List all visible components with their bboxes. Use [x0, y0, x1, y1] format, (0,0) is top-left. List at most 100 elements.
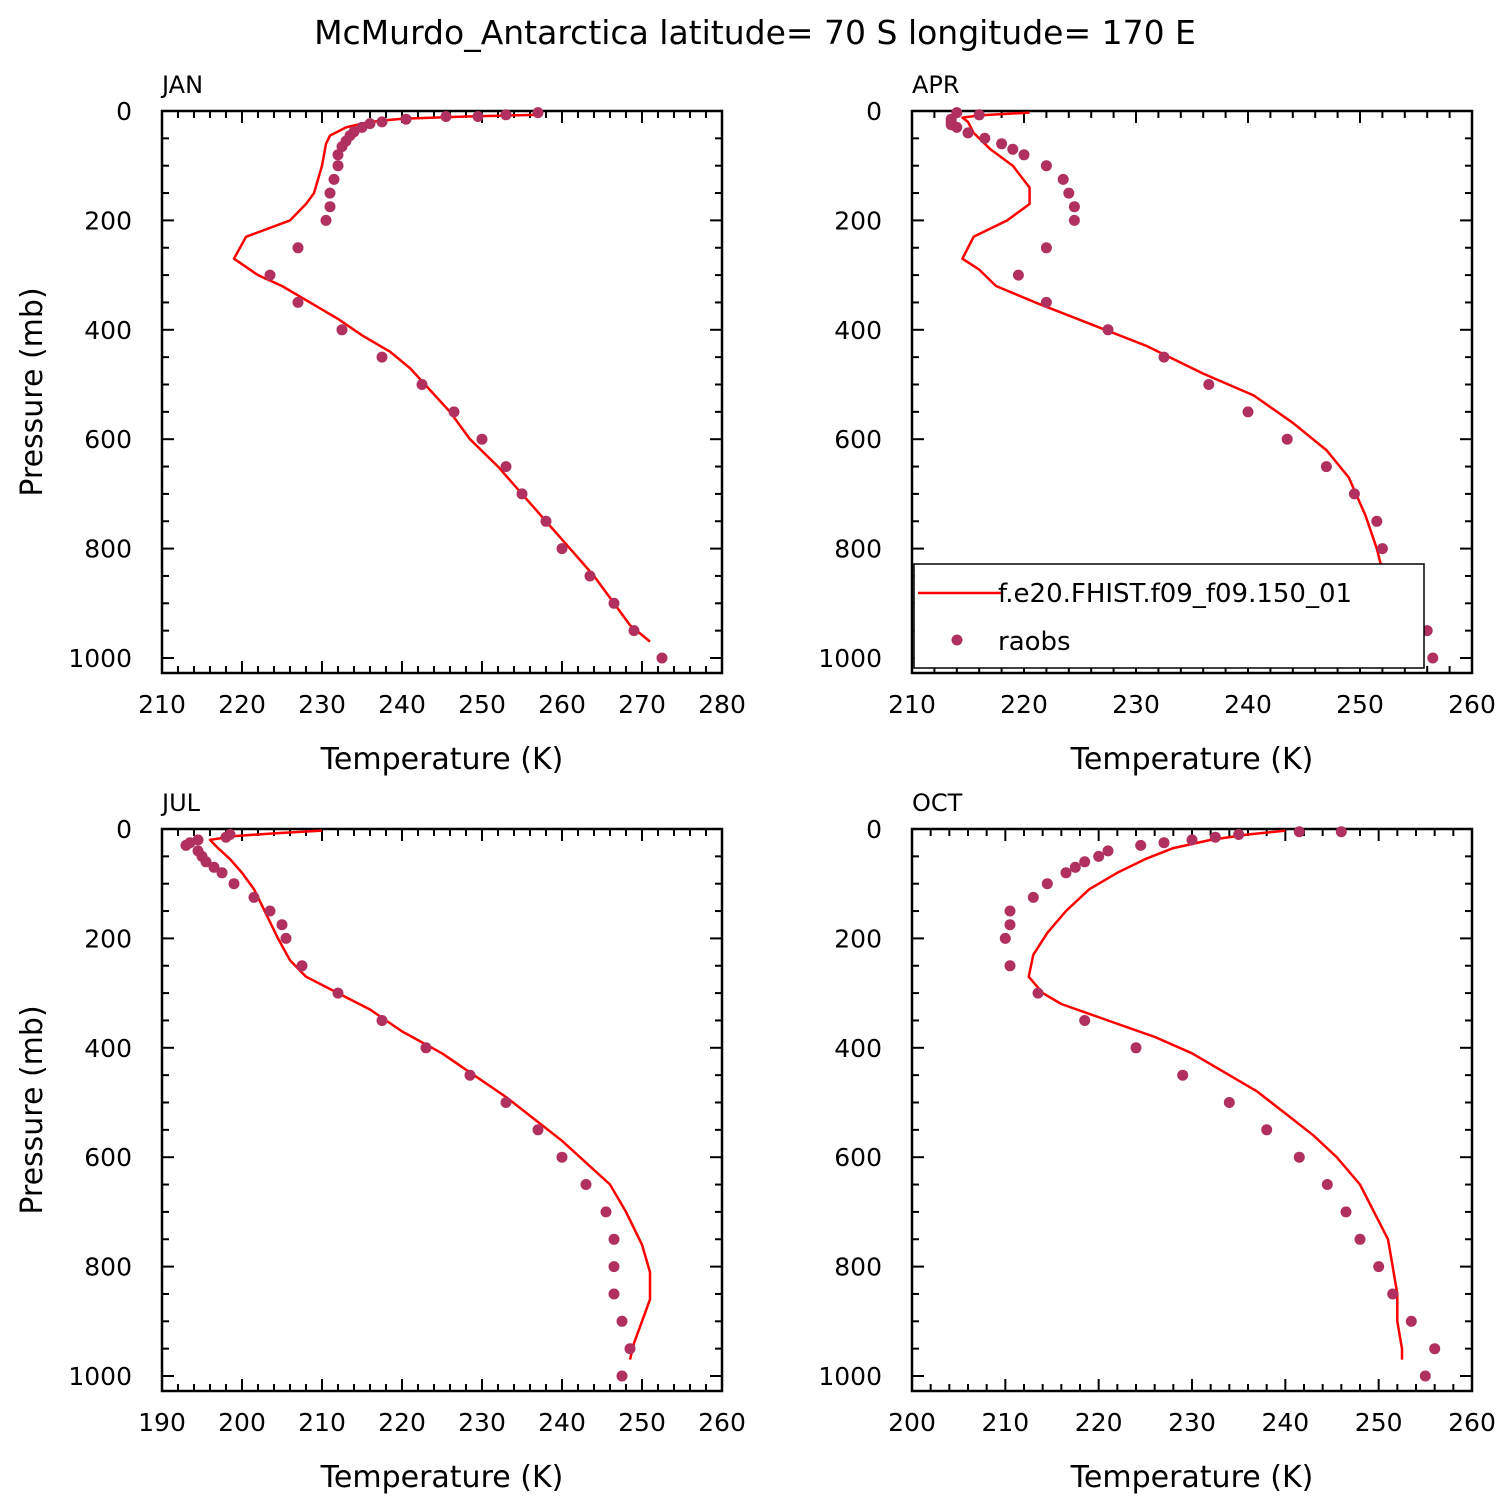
figure-title: McMurdo_Antarctica latitude= 70 S longit… [314, 13, 1196, 52]
panel-jan: JAN 210 220 230 240 250 260 270 280 0 200 400 600 800… [15, 71, 746, 777]
x-tick-label: 260 [698, 1408, 746, 1437]
panel-oct: OCT 200 210 220 230 240 250 260 0 200 400 600 800 100… [818, 789, 1495, 1495]
y-tick-label: 800 [834, 535, 882, 564]
raobs-point [1376, 543, 1388, 555]
raobs-point [616, 1370, 628, 1382]
raobs-point [556, 543, 568, 555]
raobs-point [556, 1151, 568, 1163]
legend-box [913, 563, 1425, 669]
x-tick-label: 280 [698, 690, 746, 719]
raobs-point [608, 597, 620, 609]
raobs-point [1335, 826, 1347, 838]
x-axis-title: Temperature (K) [320, 742, 564, 777]
raobs-point [332, 160, 344, 172]
raobs-point [1242, 406, 1254, 418]
x-tick-label: 210 [888, 690, 936, 719]
raobs-point [180, 839, 192, 851]
raobs-point [1032, 987, 1044, 999]
model-profile-line [208, 829, 652, 1360]
raobs-point [1079, 856, 1091, 868]
raobs-point [1004, 905, 1016, 917]
raobs-point [1069, 861, 1081, 873]
raobs-point [264, 269, 276, 281]
x-tick-label: 220 [1000, 690, 1048, 719]
raobs-point [1293, 1151, 1305, 1163]
raobs-point [1354, 1233, 1366, 1245]
raobs-point [248, 891, 260, 903]
raobs-point [1102, 324, 1114, 336]
raobs-point [628, 625, 640, 637]
y-axis-title: Pressure (mb) [15, 287, 50, 496]
raobs-point [500, 1097, 512, 1108]
raobs-point [1348, 488, 1360, 500]
raobs-point [1223, 1097, 1235, 1108]
y-tick-label: 1000 [818, 644, 882, 673]
raobs-point [216, 867, 228, 879]
y-tick-label: 400 [84, 316, 132, 345]
raobs-point [1320, 461, 1332, 473]
raobs-point [208, 861, 220, 873]
x-axis-title: Temperature (K) [320, 1460, 564, 1495]
plot-frame [910, 109, 1474, 675]
x-tick-label: 250 [458, 690, 506, 719]
raobs-point [324, 201, 336, 213]
x-tick-label: 230 [298, 690, 346, 719]
raobs-point [464, 1069, 476, 1081]
raobs-point [1060, 867, 1072, 879]
raobs-point [416, 379, 428, 390]
raobs-point [500, 461, 512, 473]
raobs-point [420, 1042, 432, 1054]
raobs-point [656, 652, 668, 664]
panel-jul: JUL 190 200 210 220 230 240 250 260 0 200 400 600 800… [15, 789, 746, 1495]
y-tick-label: 600 [834, 1143, 882, 1172]
y-tick-label: 600 [84, 1143, 132, 1172]
raobs-point [532, 1124, 544, 1136]
y-tick-label: 0 [866, 97, 882, 126]
raobs-point [264, 905, 276, 917]
raobs-point [608, 1233, 620, 1245]
raobs-point [440, 111, 452, 122]
raobs-point [376, 351, 388, 363]
raobs-point [280, 932, 292, 944]
panel-label: APR [912, 71, 960, 99]
raobs-point [1040, 242, 1052, 254]
raobs-point [1004, 919, 1016, 931]
raobs-point [332, 149, 344, 161]
raobs-point [1158, 837, 1170, 849]
y-tick-label: 1000 [68, 644, 132, 673]
legend-obs-label: raobs [998, 627, 1071, 657]
raobs-point [1068, 201, 1080, 213]
raobs-point [376, 116, 388, 128]
raobs-point [1057, 173, 1069, 185]
y-tick-label: 400 [834, 1034, 882, 1063]
raobs-point [624, 1343, 636, 1355]
raobs-point [336, 141, 348, 153]
raobs-point [292, 296, 304, 308]
x-tick-label: 230 [1112, 690, 1160, 719]
raobs-point [1281, 433, 1293, 445]
y-tick-label: 200 [84, 206, 132, 235]
raobs-point [532, 107, 544, 119]
x-tick-label: 220 [218, 690, 266, 719]
raobs-point [1371, 515, 1383, 527]
raobs-point [962, 127, 974, 139]
raobs-point [1233, 829, 1245, 840]
x-tick-label: 260 [1448, 690, 1496, 719]
raobs-point [1158, 351, 1170, 363]
raobs-point [1261, 1124, 1273, 1136]
raobs-point [608, 1261, 620, 1273]
raobs-point [276, 919, 288, 931]
raobs-point [996, 138, 1008, 150]
x-tick-label: 250 [1336, 690, 1384, 719]
raobs-point [1012, 269, 1024, 281]
raobs-point [1387, 1288, 1399, 1300]
y-tick-label: 1000 [68, 1362, 132, 1391]
y-tick-label: 0 [866, 815, 882, 844]
raobs-point [220, 831, 232, 843]
model-profile-line [232, 113, 651, 643]
raobs-point [1340, 1206, 1352, 1218]
x-tick-label: 250 [618, 1408, 666, 1437]
y-tick-label: 200 [834, 206, 882, 235]
